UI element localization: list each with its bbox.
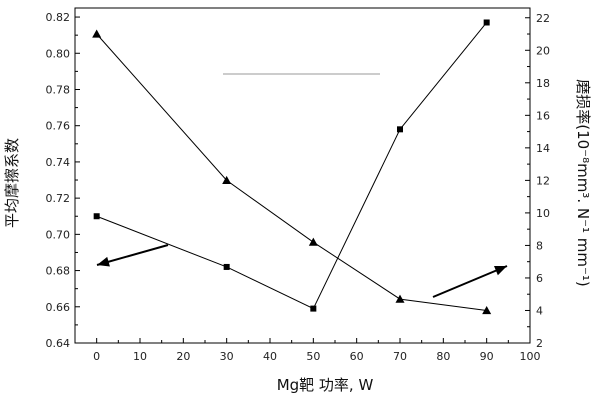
- y-left-tick-label: 0.74: [46, 156, 71, 169]
- y-left-tick-label: 0.68: [46, 265, 71, 278]
- data-point-triangle: [482, 305, 492, 315]
- y-right-tick-label: 10: [536, 207, 550, 220]
- y-left-tick-label: 0.72: [46, 192, 71, 205]
- y-right-tick-label: 22: [536, 12, 550, 25]
- x-tick-label: 90: [480, 350, 494, 363]
- annotations: [96, 73, 508, 298]
- y-left-tick-label: 0.64: [46, 337, 71, 350]
- x-tick-label: 20: [176, 350, 190, 363]
- y-axis-left-title: 平均摩擦系数: [3, 138, 21, 228]
- x-axis: 0 10 20 30 40 50 60 70 80 90 100: [74, 338, 541, 363]
- x-tick-label: 50: [306, 350, 320, 363]
- y-left-tick-label: 0.80: [46, 47, 71, 60]
- data-point-triangle: [395, 294, 405, 303]
- x-tick-label: 80: [436, 350, 450, 363]
- arrow-left-axis-head: [97, 256, 110, 267]
- data-point-square: [223, 263, 230, 270]
- x-axis-title: Mg靶 功率, W: [277, 376, 374, 394]
- x-tick-label: 70: [393, 350, 407, 363]
- y-left-tick-label: 0.70: [46, 228, 71, 241]
- data-point-square: [310, 305, 317, 312]
- arrow-right-axis-head: [494, 266, 507, 276]
- plot-border: [74, 7, 531, 344]
- y-left-tick-label: 0.78: [46, 83, 71, 96]
- data-point-square: [93, 213, 100, 220]
- series: [92, 19, 492, 315]
- y-left-tick-label: 0.76: [46, 120, 71, 133]
- y-axis-left: 0.64 0.66 0.68 0.70 0.72 0.74 0.76 0.78 0.80 0.82: [46, 11, 80, 350]
- x-tick-label: 100: [520, 350, 541, 363]
- x-tick-label: 30: [220, 350, 234, 363]
- data-point-triangle: [308, 237, 318, 246]
- x-tick-label: 60: [350, 350, 364, 363]
- x-tick-label: 0: [93, 350, 100, 363]
- y-right-tick-label: 20: [536, 44, 550, 57]
- data-point-triangle: [222, 175, 232, 184]
- data-point-square: [397, 126, 403, 133]
- y-right-tick-label: 8: [536, 239, 543, 252]
- y-left-tick-label: 0.66: [46, 301, 71, 314]
- data-point-square: [483, 19, 490, 26]
- series-line-square: [96, 22, 488, 310]
- y-right-tick-label: 12: [536, 174, 550, 187]
- arrow-right-axis-shaft: [432, 265, 508, 298]
- y-axis-right-title: 磨损率(10⁻⁸mm³. N⁻¹ mm⁻¹): [574, 79, 592, 287]
- plot-frame: [74, 7, 531, 344]
- y-right-tick-label: 2: [536, 337, 543, 350]
- y-axis-right: 2 4 6 8 10 12 14 16 18 20 22: [525, 12, 550, 350]
- y-right-tick-label: 16: [536, 109, 550, 122]
- series-line-triangle: [96, 33, 487, 311]
- x-tick-label: 10: [133, 350, 147, 363]
- y-right-tick-label: 18: [536, 77, 550, 90]
- y-left-tick-label: 0.82: [46, 11, 71, 24]
- y-right-tick-label: 4: [536, 304, 543, 317]
- y-right-tick-label: 14: [536, 142, 550, 155]
- arrow-left-axis-shaft: [96, 244, 169, 266]
- data-point-triangle: [92, 29, 102, 38]
- x-tick-label: 40: [263, 350, 277, 363]
- y-right-tick-label: 6: [536, 272, 543, 285]
